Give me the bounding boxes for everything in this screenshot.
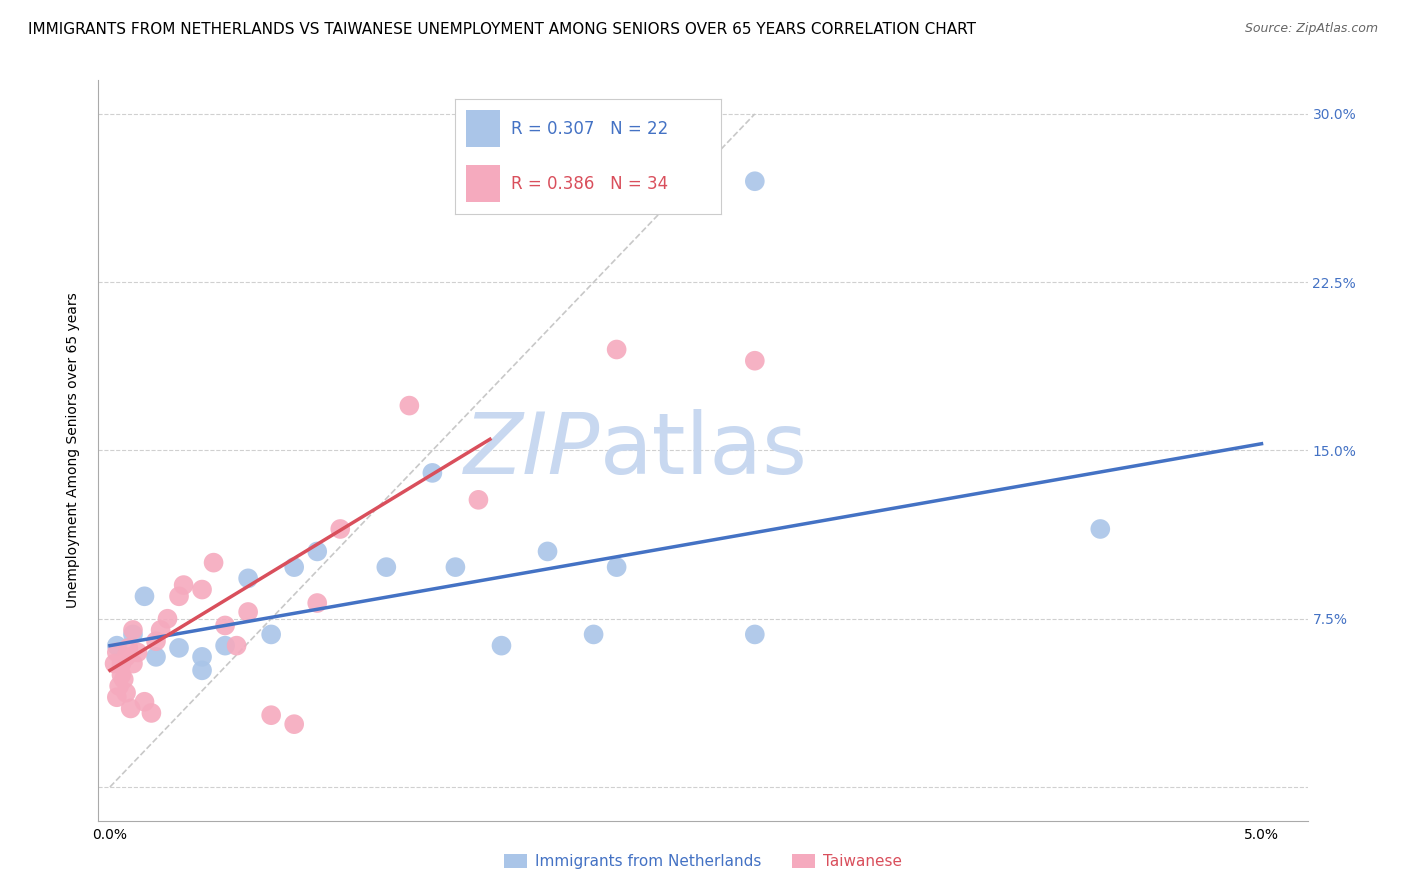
Text: Source: ZipAtlas.com: Source: ZipAtlas.com [1244,22,1378,36]
Point [156,612,179,626]
Point [236,605,259,619]
Point [260,708,283,723]
Point [375,560,398,574]
Point [105,639,128,653]
Point [283,560,305,574]
Point [108,679,131,693]
Point [191,649,214,664]
Y-axis label: Unemployment Among Seniors over 65 years: Unemployment Among Seniors over 65 years [66,293,80,608]
Point [236,571,259,585]
Legend: Immigrants from Netherlands, Taiwanese: Immigrants from Netherlands, Taiwanese [498,848,908,875]
Point [112,673,135,687]
Point [398,399,420,413]
Point [134,695,156,709]
Point [225,639,247,653]
Point [283,717,305,731]
Point [115,649,138,664]
Point [145,649,167,664]
Point [145,634,167,648]
Point [744,627,766,641]
Point [582,627,605,641]
Point [110,657,132,671]
Point [105,645,128,659]
Point [606,560,628,574]
Point [329,522,352,536]
Point [744,174,766,188]
Point [127,645,149,659]
Point [307,596,329,610]
Point [122,623,145,637]
Point [744,353,766,368]
Point [202,556,225,570]
Point [134,589,156,603]
Point [120,701,142,715]
Point [110,668,132,682]
Point [117,640,139,655]
Point [444,560,467,574]
Text: IMMIGRANTS FROM NETHERLANDS VS TAIWANESE UNEMPLOYMENT AMONG SENIORS OVER 65 YEAR: IMMIGRANTS FROM NETHERLANDS VS TAIWANESE… [28,22,976,37]
Point [191,582,214,597]
Point [115,686,138,700]
Point [260,627,283,641]
Point [214,618,236,632]
Point [122,657,145,671]
Point [536,544,558,558]
Point [422,466,444,480]
Text: ZIP: ZIP [464,409,600,492]
Point [167,589,190,603]
Point [149,623,172,637]
Point [105,690,128,705]
Point [214,639,236,653]
Point [491,639,513,653]
Point [606,343,628,357]
Point [103,657,125,671]
Point [1090,522,1112,536]
Point [191,663,214,677]
Point [173,578,195,592]
Point [122,627,145,641]
Text: atlas: atlas [600,409,808,492]
Point [167,640,190,655]
Point [141,706,163,720]
Point [307,544,329,558]
Point [467,492,489,507]
